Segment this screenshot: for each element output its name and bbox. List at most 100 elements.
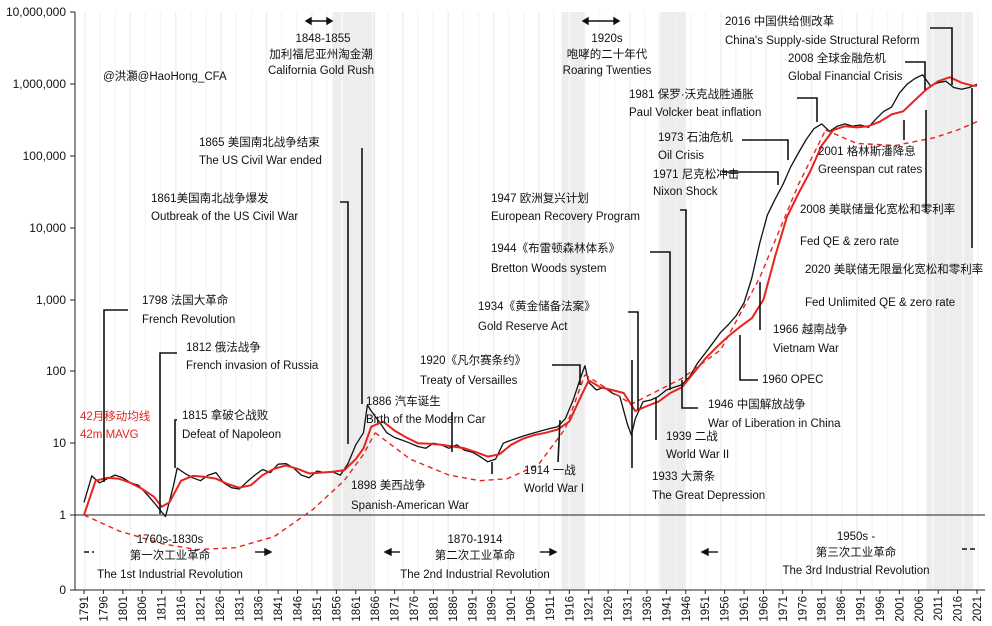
marker-1973 [742,139,789,160]
y-tick-label: 100,000 [23,149,67,163]
event-1815-en: Defeat of Napoleon [182,429,281,441]
arrow-ir3-left-head [700,547,709,557]
event-1973-cn: 1973 石油危机 [658,130,733,144]
background-streak [613,12,616,590]
background-streak [719,12,722,590]
background-streak [795,12,798,590]
y-tick-label: 0 [59,583,66,597]
arrow-ir2-right-head [549,547,558,557]
event-1861-cn: 1861美国南北战争爆发 [151,191,269,205]
period-band-3 [658,12,686,590]
twenties-cn: 咆哮的二十年代 [567,47,648,61]
x-tick-label: 2001 [894,596,906,622]
background-streak [295,12,298,590]
event-1865-cn: 1865 美国南北战争结束 [199,135,320,149]
marker-2008-gfc [905,61,926,90]
event-1971-cn: 1971 尼克松冲击 [653,167,739,181]
background-streak [447,12,450,590]
marker-2016 [930,27,953,85]
background-streak [780,12,783,590]
background-streak [84,12,86,590]
event-1939-en: World War II [666,449,729,461]
background-streak [689,12,692,590]
period-arrows [84,16,978,557]
x-tick-label: 1941 [661,596,673,622]
event-1886-cn: 1886 汽车诞生 [366,394,441,408]
background-streak [886,12,889,590]
event-1933-cn: 1933 大萧条 [652,469,716,483]
x-tick-label: 1936 [642,596,654,622]
marker-1812 [159,352,177,514]
x-tick-label: 1916 [564,596,576,622]
series-index-line [83,74,978,518]
ir2-en: The 2nd Industrial Revolution [400,569,550,581]
background-streak [962,12,964,590]
background-streak [265,12,268,590]
background-streak [568,12,571,590]
event-1898-en: Spanish-American War [351,500,469,512]
x-tick-label: 1811 [157,596,169,621]
x-tick-label: 1881 [428,596,440,622]
background-streak [326,12,328,590]
event-2008-qe-cn: 2008 美联储量化宽松和零利率 [800,202,955,216]
event-1960-cn: 1960 OPEC [762,374,823,386]
signature: @洪灝@HaoHong_CFA [103,69,227,83]
x-tick-label: 1816 [176,596,188,622]
x-tick-label: 1806 [137,596,149,622]
x-tick-label: 1991 [856,596,868,622]
event-1934-en: Gold Reserve Act [478,321,568,333]
x-tick-label: 2016 [953,596,965,622]
background-streak [629,12,631,590]
y-tick-label: 1,000 [36,293,66,307]
marker-1981 [797,97,818,122]
background-streak [477,12,480,590]
ir3-cn: 第三次工业革命 [816,545,897,559]
background-streak [538,12,540,590]
event-1886-en: Birth of the Modern Car [366,414,486,426]
background-streak [598,12,601,590]
background-streak [810,12,813,590]
background-streak [159,12,162,590]
x-tick-label: 1836 [254,596,266,622]
x-tick-label: 1886 [448,596,460,622]
x-tick-label: 1971 [778,596,790,622]
x-tick-label: 1841 [273,596,285,622]
marker-1944 [650,251,671,390]
x-tick-label: 1791 [79,596,91,622]
y-tick-label: 10 [53,436,67,450]
background-streak [432,12,434,590]
x-tick-label: 1846 [293,596,305,622]
event-1812-cn: 1812 俄法战争 [186,340,261,354]
marker-1914 [557,419,561,463]
event-2001-en: Greenspan cut rates [818,164,922,176]
event-markers [103,27,973,514]
x-tick-label: 1856 [331,596,343,622]
event-2016-cn: 2016 中国供给侧改革 [725,14,834,28]
background-streak [341,12,344,590]
event-1947-en: European Recovery Program [491,211,640,223]
period-labels: 1848-1855 加利福尼亚州淘金潮 California Gold Rush… [97,33,929,581]
legend-ma-en: 42m MAVG [80,429,139,441]
event-1981-cn: 1981 保罗·沃克战胜通胀 [629,87,754,101]
background-streak [235,12,238,590]
event-1898-cn: 1898 美西战争 [351,478,426,492]
event-1947-cn: 1947 欧洲复兴计划 [491,192,589,205]
event-2008-gfc-cn: 2008 全球金融危机 [788,51,886,65]
period-band-4 [926,12,974,590]
x-tick-label: 2011 [933,596,945,621]
y-tick-label: 100 [46,364,66,378]
background-streak [462,12,465,590]
event-2020-en: Fed Unlimited QE & zero rate [805,297,955,309]
background-streak [99,12,101,590]
event-1973-en: Oil Crisis [658,150,704,162]
event-1944-cn: 1944《布雷顿森林体系》 [491,241,620,255]
event-1944-en: Bretton Woods system [491,263,606,275]
x-tick-label: 1896 [487,596,499,622]
background-streak [129,12,132,590]
y-tick-labels: 0 1 10 100 1,000 10,000 100,000 1,000,000 10,000… [6,5,75,597]
background-streak [977,12,979,590]
background-streak [220,12,222,590]
ir2-years: 1870-1914 [448,534,504,546]
event-2020-cn: 2020 美联储无限量化宽松和零利率 [805,262,983,276]
